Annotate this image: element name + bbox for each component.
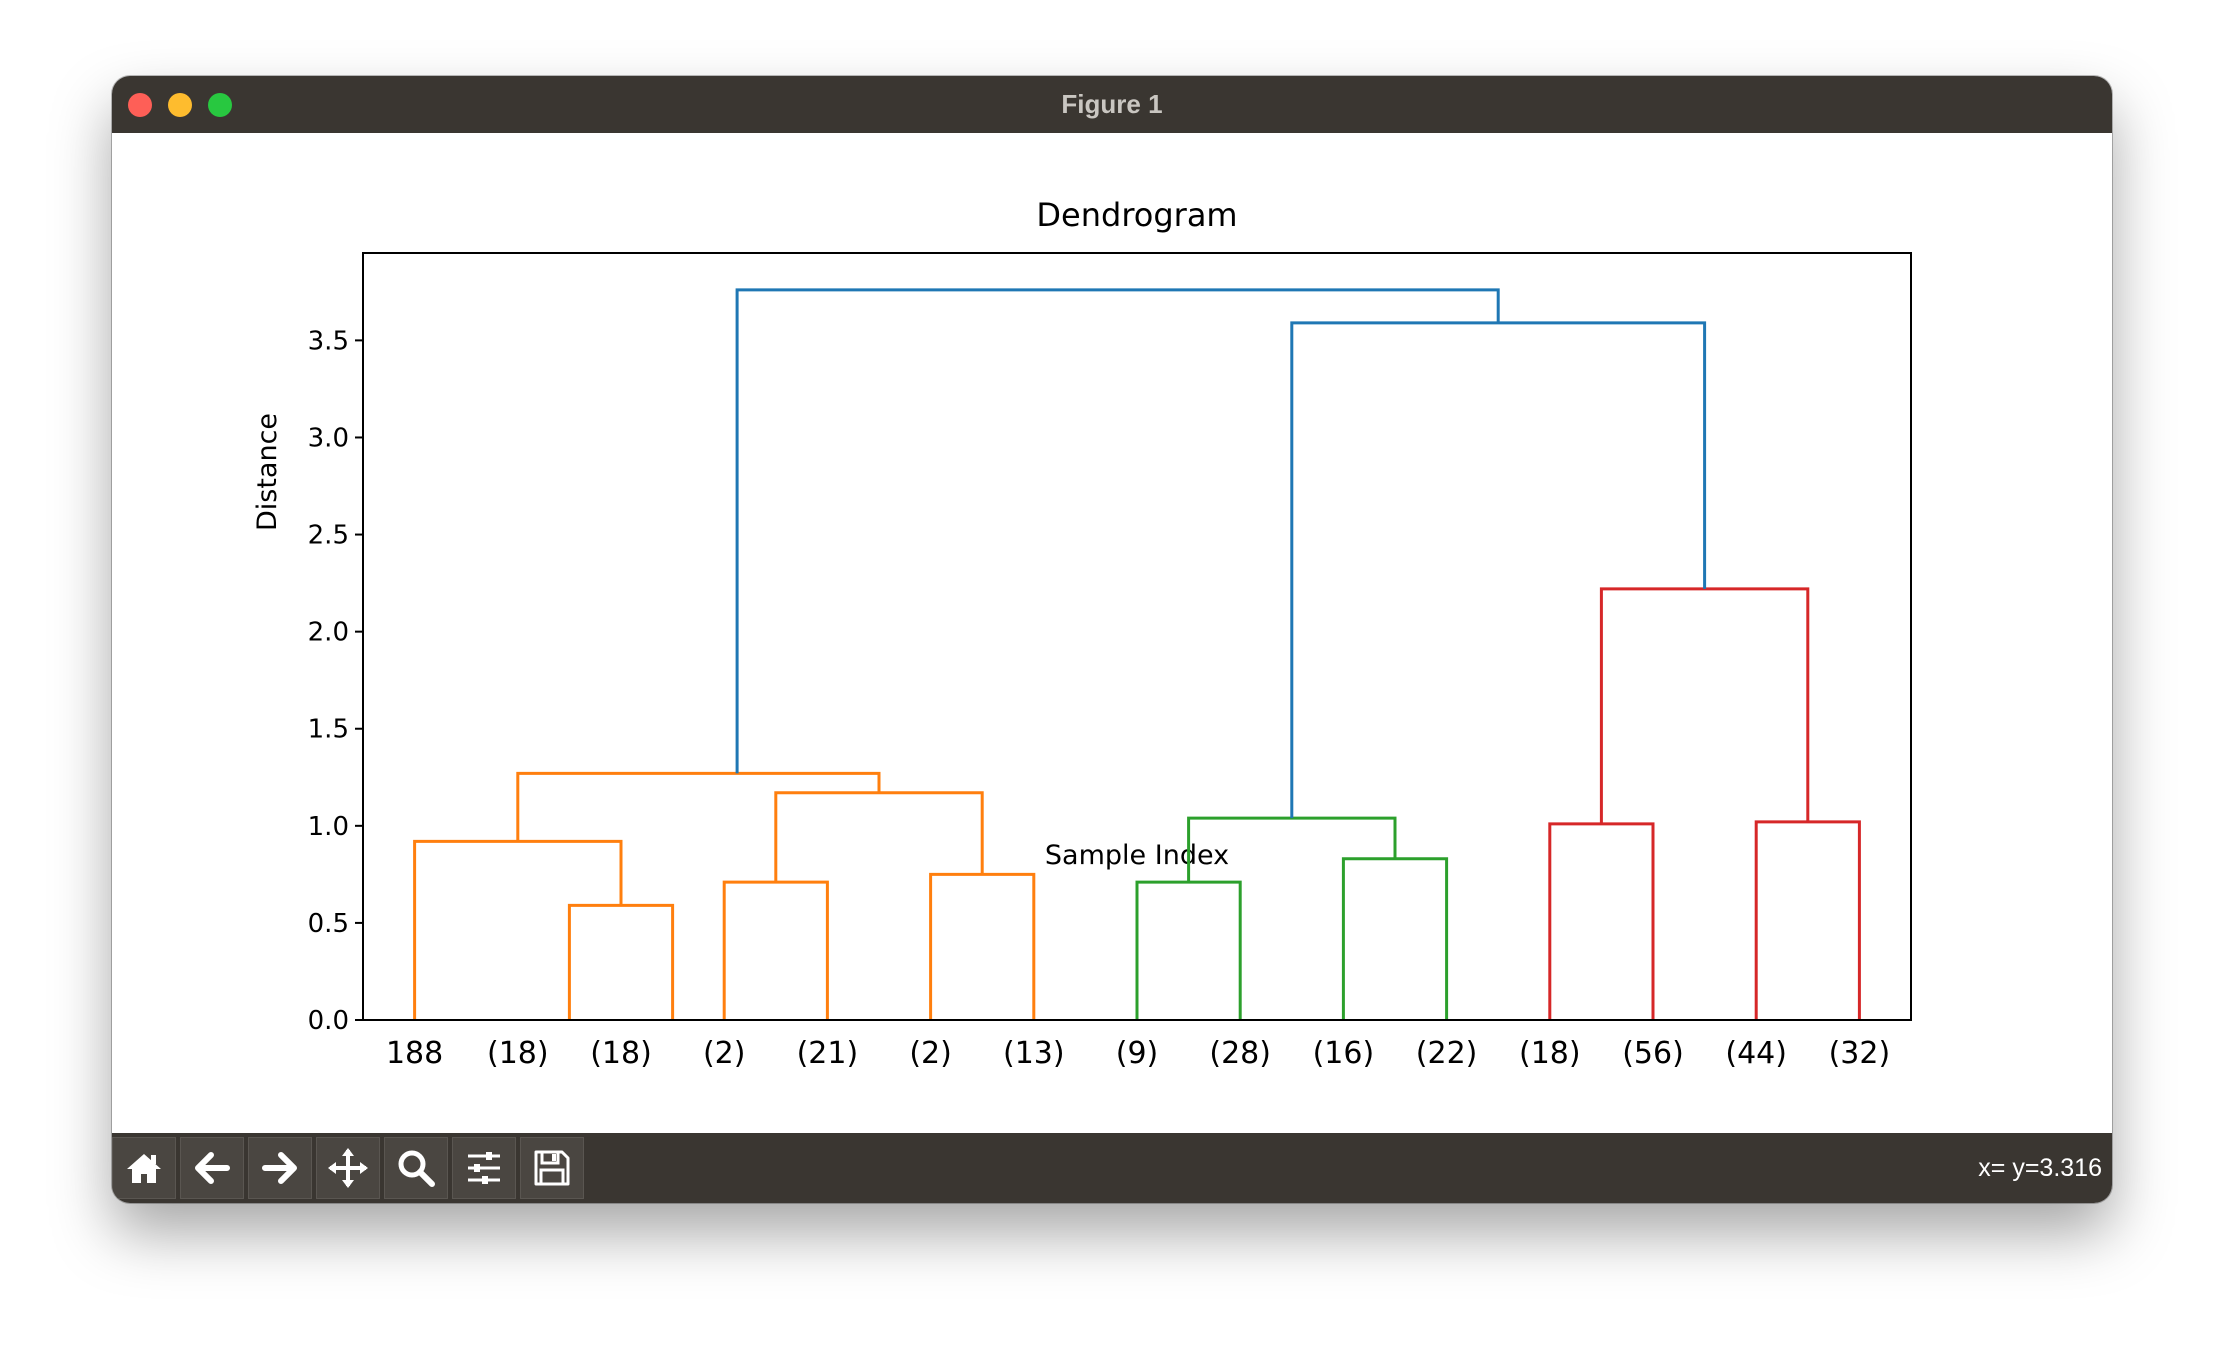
dendrogram-link-6 — [1135, 880, 1242, 1020]
zoom-button[interactable] — [384, 1137, 448, 1199]
leaf-label: (13) — [1003, 1036, 1065, 1071]
leaf-label: (21) — [797, 1036, 859, 1071]
window-title: Figure 1 — [1061, 89, 1163, 119]
leaf-label: (32) — [1829, 1036, 1891, 1071]
y-tick-label: 3.5 — [308, 326, 349, 356]
leaf-label: (18) — [590, 1036, 652, 1071]
y-tick-label: 2.0 — [308, 618, 349, 648]
figure-window: Figure 1 Dendrogram Sample Index Distanc… — [112, 76, 2112, 1203]
dendrogram-link-3 — [929, 872, 1036, 1020]
dendrogram-link-11 — [1599, 587, 1810, 824]
title-bar: Figure 1 — [112, 76, 2112, 133]
dendrogram-link-0 — [567, 903, 675, 1020]
dendrogram-link-7 — [1341, 857, 1449, 1020]
leaf-label: (9) — [1116, 1036, 1159, 1071]
y-tick-label: 3.0 — [308, 423, 349, 453]
save-button[interactable] — [520, 1137, 584, 1199]
y-tick-label: 1.5 — [308, 715, 349, 745]
leaf-label: (22) — [1416, 1036, 1478, 1071]
configure-subplots-icon — [468, 1152, 500, 1184]
leaf-label: 188 — [386, 1036, 443, 1071]
y-tick-label: 2.5 — [308, 521, 349, 551]
leaf-label: (28) — [1209, 1036, 1271, 1071]
figure-canvas[interactable]: Dendrogram Sample Index Distance 0.0 0.5 1… — [112, 133, 2112, 1133]
axes-frame — [362, 252, 1912, 1021]
forward-button[interactable] — [248, 1137, 312, 1199]
dendrogram-link-13 — [735, 288, 1500, 774]
dendrogram-link-2 — [722, 880, 829, 1020]
pan-icon — [328, 1148, 368, 1188]
dendrogram-link-5 — [516, 771, 881, 842]
back-button[interactable] — [180, 1137, 244, 1199]
home-icon — [127, 1154, 161, 1183]
y-tick-label: 0.5 — [308, 909, 349, 939]
x-axis-label: Sample Index — [1045, 840, 1229, 871]
save-icon — [534, 1150, 570, 1186]
pan-button[interactable] — [316, 1137, 380, 1199]
minimize-window-button[interactable] — [168, 93, 192, 117]
zoom-icon — [398, 1150, 435, 1187]
y-tick-label: 1.0 — [308, 812, 349, 842]
dendrogram-link-4 — [774, 791, 984, 883]
configure-subplots-button[interactable] — [452, 1137, 516, 1199]
back-icon — [195, 1152, 230, 1184]
dendrogram-link-10 — [1754, 820, 1861, 1020]
leaf-label: (16) — [1313, 1036, 1375, 1071]
navigation-toolbar: x= y=3.316 — [112, 1133, 2112, 1203]
close-window-button[interactable] — [128, 93, 152, 117]
leaf-label: (2) — [909, 1036, 952, 1071]
forward-icon — [262, 1152, 297, 1184]
dendrogram-link-1 — [413, 839, 623, 1020]
dendrogram-link-9 — [1548, 822, 1655, 1020]
y-tick-label: 0.0 — [308, 1006, 349, 1036]
dendrogram-link-12 — [1290, 321, 1707, 819]
home-button[interactable] — [112, 1137, 176, 1199]
zoom-window-button[interactable] — [208, 93, 232, 117]
leaf-label: (56) — [1622, 1036, 1684, 1071]
y-axis-label: Distance — [252, 413, 283, 531]
leaf-label: (44) — [1725, 1036, 1787, 1071]
chart-title: Dendrogram — [1036, 196, 1237, 234]
leaf-label: (2) — [703, 1036, 746, 1071]
leaf-label: (18) — [487, 1036, 549, 1071]
leaf-label: (18) — [1519, 1036, 1581, 1071]
cursor-coordinates: x= y=3.316 — [1978, 1154, 2102, 1182]
dendrogram-chart: Dendrogram Sample Index Distance 0.0 0.5 1… — [252, 196, 1912, 1071]
